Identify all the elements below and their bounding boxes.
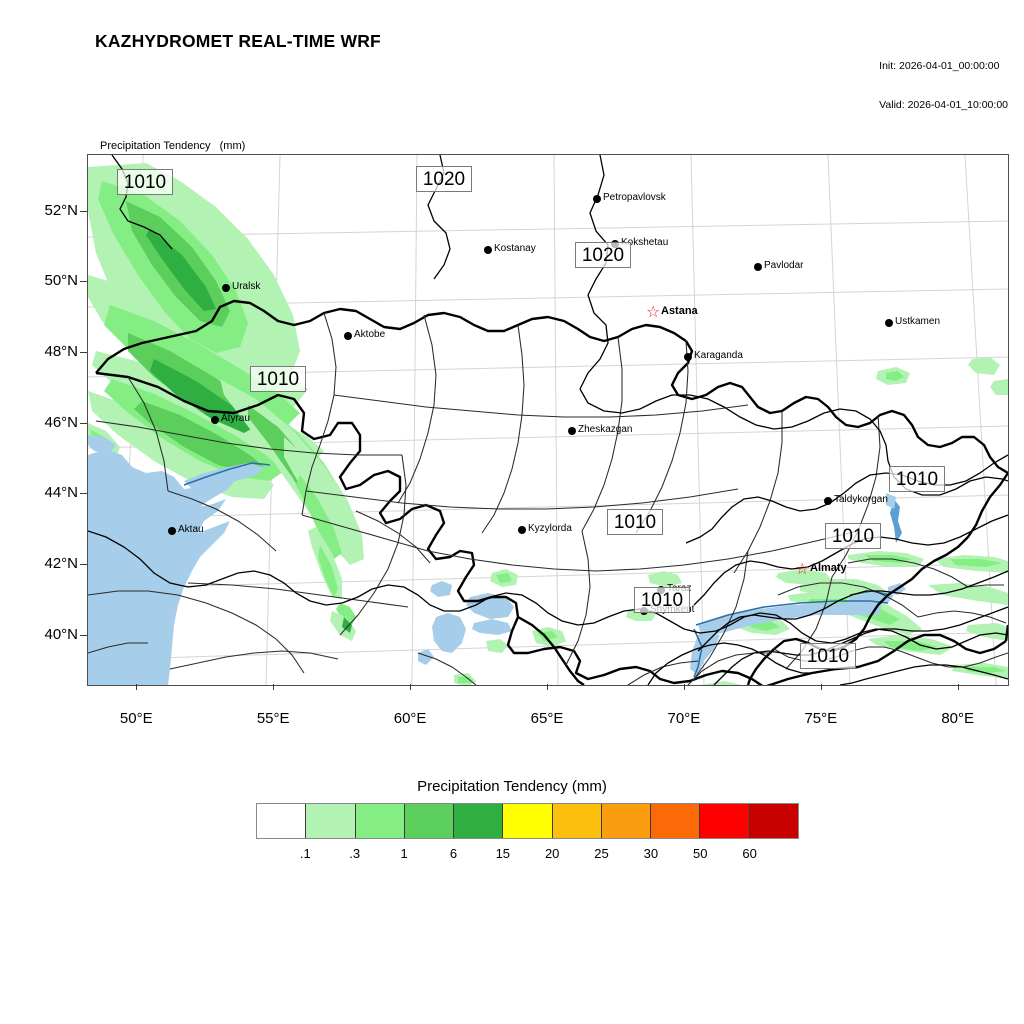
lat-tick-mark bbox=[80, 210, 87, 212]
city-dot-icon bbox=[593, 195, 601, 203]
weather-map[interactable]: Petropavlovsk Kostanay Kokshetau Pavlodar Ur… bbox=[87, 154, 1009, 686]
capital-star-icon: ☆ bbox=[795, 561, 810, 578]
capital-star-icon: ☆ bbox=[646, 304, 661, 321]
lon-tick-mark bbox=[820, 684, 822, 690]
isobar-label: 1010 bbox=[825, 523, 881, 549]
colorbar-swatch-8[interactable] bbox=[651, 804, 701, 838]
lat-tick-label: 46°N bbox=[44, 413, 78, 431]
city-dot-icon bbox=[168, 527, 176, 535]
isobar-label: 1010 bbox=[250, 366, 306, 392]
city-label: Petropavlovsk bbox=[603, 192, 666, 203]
colorbar-swatch-4[interactable] bbox=[454, 804, 504, 838]
city-label: Aktobe bbox=[354, 329, 386, 340]
isobar-label: 1010 bbox=[117, 169, 173, 195]
colorbar-labels: .1 .3 1 6 15 20 25 30 50 60 bbox=[256, 846, 799, 866]
init-time: Init: 2026-04-01_00:00:00 bbox=[879, 60, 1000, 72]
city-label: Atyrau bbox=[221, 413, 250, 424]
city-label: Karaganda bbox=[694, 350, 743, 361]
lat-tick-label: 44°N bbox=[44, 484, 78, 502]
lat-tick-mark bbox=[80, 563, 87, 565]
city-label: Almaty bbox=[810, 562, 847, 574]
colorbar-swatch-6[interactable] bbox=[552, 804, 602, 838]
city-label: Zheskazgan bbox=[578, 424, 633, 435]
map-canvas bbox=[88, 155, 1008, 685]
lon-tick-label: 75°E bbox=[804, 710, 838, 727]
colorbar-tick-label: 20 bbox=[544, 846, 560, 861]
colorbar-tick-label: .3 bbox=[349, 846, 361, 861]
colorbar-tick-label: .1 bbox=[299, 846, 311, 861]
city-label: Taldykorgan bbox=[834, 494, 888, 505]
colorbar-tick-label: 15 bbox=[495, 846, 511, 861]
colorbar-title: Precipitation Tendency (mm) bbox=[417, 778, 607, 795]
colorbar-swatch-0[interactable] bbox=[257, 804, 307, 838]
lon-tick-label: 55°E bbox=[256, 710, 290, 727]
city-label: Pavlodar bbox=[764, 260, 804, 271]
city-label: Ustkamen bbox=[895, 316, 941, 327]
page-title: KAZHYDROMET REAL-TIME WRF bbox=[95, 31, 381, 51]
lon-tick-label: 60°E bbox=[393, 710, 427, 727]
lat-tick-mark bbox=[80, 351, 87, 353]
colorbar-swatch-3[interactable] bbox=[404, 804, 455, 838]
isobar-label: 1010 bbox=[800, 643, 856, 669]
isobar-label: 1020 bbox=[416, 166, 472, 192]
city-dot-icon bbox=[222, 284, 230, 292]
water-bodies bbox=[88, 435, 906, 685]
colorbar-swatch-2[interactable] bbox=[355, 804, 405, 838]
oblast-borders bbox=[88, 312, 1008, 685]
lon-tick-label: 65°E bbox=[530, 710, 564, 727]
city-dot-icon bbox=[684, 353, 692, 361]
colorbar-swatch-10[interactable] bbox=[749, 804, 798, 838]
isobar-label: 1010 bbox=[634, 587, 690, 613]
lat-tick-label: 52°N bbox=[44, 201, 78, 219]
lon-tick-mark bbox=[136, 684, 138, 690]
city-dot-icon bbox=[518, 526, 526, 534]
lat-tick-mark bbox=[80, 493, 87, 495]
city-label: Aktau bbox=[178, 524, 204, 535]
lon-tick-label: 70°E bbox=[667, 710, 701, 727]
valid-time: Valid: 2026-04-01_10:00:00 bbox=[879, 99, 1008, 111]
colorbar-swatch-5[interactable] bbox=[503, 804, 553, 838]
colorbar-tick-label: 6 bbox=[449, 846, 458, 861]
city-dot-icon bbox=[211, 416, 219, 424]
city-dot-icon bbox=[824, 497, 832, 505]
colorbar-swatch-7[interactable] bbox=[601, 804, 652, 838]
lat-tick-label: 48°N bbox=[44, 342, 78, 360]
colorbar-tick-label: 25 bbox=[594, 846, 609, 861]
city-label: Kokshetau bbox=[621, 237, 669, 248]
lat-tick-label: 50°N bbox=[44, 272, 78, 290]
lat-tick-mark bbox=[80, 422, 87, 424]
colorbar[interactable] bbox=[256, 803, 799, 839]
run-time-block: Init: 2026-04-01_00:00:00 Valid: 2026-04… bbox=[879, 34, 1008, 125]
colorbar-tick-label: 30 bbox=[643, 846, 659, 861]
lon-tick-label: 80°E bbox=[941, 710, 975, 727]
city-label: Astana bbox=[661, 305, 698, 317]
field-label-precip: Precipitation Tendency (mm) bbox=[100, 140, 246, 152]
colorbar-tick-label: 1 bbox=[400, 846, 408, 861]
city-label: Kostanay bbox=[494, 243, 536, 254]
isobar-label: 1010 bbox=[889, 466, 945, 492]
colorbar-swatch-9[interactable] bbox=[700, 804, 750, 838]
isobar-label: 1010 bbox=[607, 509, 663, 535]
colorbar-tick-label: 50 bbox=[693, 846, 708, 861]
lon-tick-label: 50°E bbox=[119, 710, 153, 727]
city-dot-icon bbox=[484, 246, 492, 254]
isobar-label: 1020 bbox=[575, 242, 631, 268]
city-dot-icon bbox=[885, 319, 893, 327]
city-dot-icon bbox=[568, 427, 576, 435]
city-dot-icon bbox=[754, 263, 762, 271]
lon-tick-mark bbox=[957, 684, 959, 690]
colorbar-tick-label: 60 bbox=[742, 846, 757, 861]
lon-tick-mark bbox=[273, 684, 275, 690]
lat-tick-label: 42°N bbox=[44, 554, 78, 572]
lon-tick-mark bbox=[683, 684, 685, 690]
city-label: Kyzylorda bbox=[528, 523, 572, 534]
city-dot-icon bbox=[344, 332, 352, 340]
lat-tick-label: 40°N bbox=[44, 625, 78, 643]
lon-tick-mark bbox=[410, 684, 412, 690]
city-label: Uralsk bbox=[232, 281, 261, 292]
lon-tick-mark bbox=[547, 684, 548, 690]
colorbar-swatch-1[interactable] bbox=[306, 804, 356, 838]
lat-tick-mark bbox=[80, 281, 87, 283]
lat-tick-mark bbox=[80, 634, 87, 636]
